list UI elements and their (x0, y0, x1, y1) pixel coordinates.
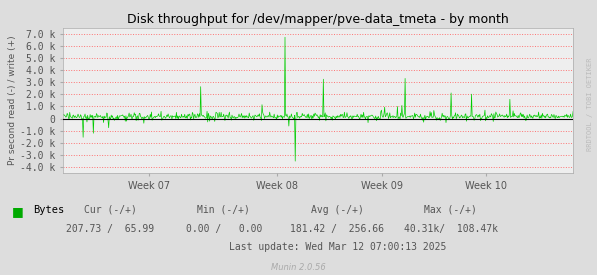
Text: Bytes: Bytes (33, 205, 64, 215)
Title: Disk throughput for /dev/mapper/pve-data_tmeta - by month: Disk throughput for /dev/mapper/pve-data… (127, 13, 509, 26)
Text: Cur (-/+): Cur (-/+) (84, 205, 137, 215)
Text: Munin 2.0.56: Munin 2.0.56 (271, 263, 326, 272)
Text: 40.31k/  108.47k: 40.31k/ 108.47k (404, 224, 498, 234)
Text: Max (-/+): Max (-/+) (424, 205, 477, 215)
Text: Last update: Wed Mar 12 07:00:13 2025: Last update: Wed Mar 12 07:00:13 2025 (229, 242, 446, 252)
Text: Avg (-/+): Avg (-/+) (311, 205, 364, 215)
Text: 207.73 /  65.99: 207.73 / 65.99 (66, 224, 155, 234)
Text: 181.42 /  256.66: 181.42 / 256.66 (290, 224, 384, 234)
Text: Min (-/+): Min (-/+) (198, 205, 250, 215)
Text: ■: ■ (12, 205, 24, 218)
Text: RRDTOOL / TOBI OETIKER: RRDTOOL / TOBI OETIKER (587, 58, 593, 151)
Y-axis label: Pr second read (-) / write (+): Pr second read (-) / write (+) (8, 35, 17, 165)
Text: 0.00 /   0.00: 0.00 / 0.00 (186, 224, 262, 234)
